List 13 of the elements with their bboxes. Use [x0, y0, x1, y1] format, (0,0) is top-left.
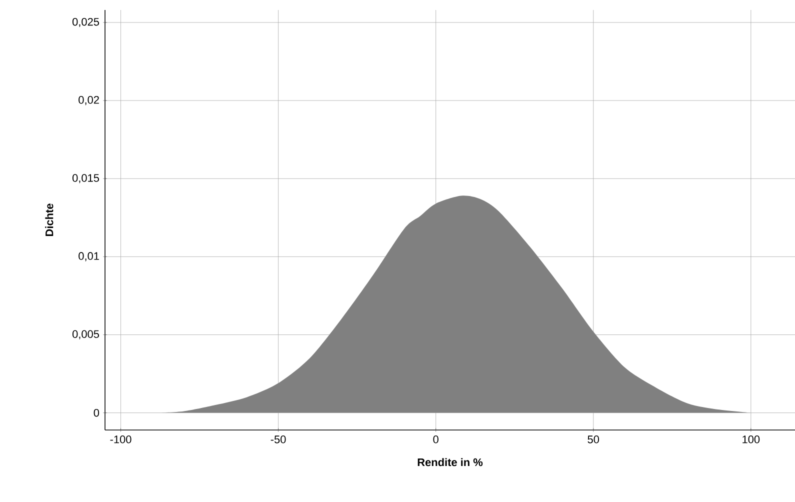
y-tick-label: 0,025 [72, 18, 100, 28]
y-tick-label: 0,015 [72, 174, 100, 184]
y-tick-label: 0,02 [78, 96, 99, 106]
x-axis-title: Rendite in % [418, 458, 483, 466]
x-tick-label: -100 [110, 436, 132, 444]
y-tick-label: 0,005 [72, 330, 100, 340]
x-tick-label: 50 [588, 436, 600, 444]
x-tick-label: 100 [742, 436, 760, 444]
x-tick-label: -50 [270, 436, 286, 444]
y-tick-label: 0,01 [78, 252, 99, 262]
y-tick-label: 0 [94, 408, 100, 417]
y-axis-title: Dichte [45, 204, 54, 236]
x-tick-label: 0 [433, 436, 438, 444]
